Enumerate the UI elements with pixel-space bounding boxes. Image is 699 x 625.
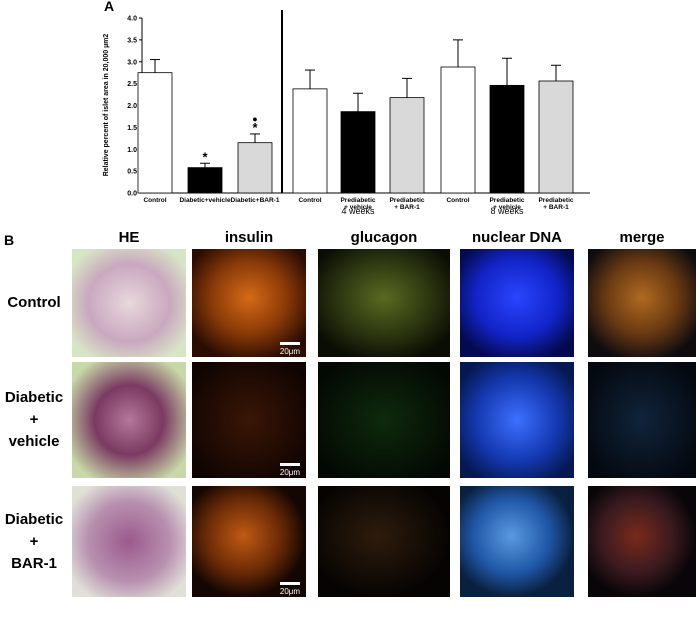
x-tick-label: Prediabetic + vehicle: [489, 197, 525, 211]
bar: [137, 72, 173, 194]
y-tick-label: 0.5: [127, 169, 137, 176]
y-tick-label: 2.5: [127, 81, 137, 88]
y-tick-label: 3.0: [127, 59, 137, 66]
column-header: HE: [118, 229, 140, 246]
micrograph: [192, 249, 306, 357]
y-tick-label: 3.5: [127, 37, 137, 44]
y-tick-label: 0.0: [127, 191, 137, 198]
bar: [440, 66, 476, 194]
row-header: Control: [7, 294, 61, 311]
y-tick-label: 1.0: [127, 147, 137, 154]
scale-bar: [280, 342, 300, 345]
x-tick-label: Control: [446, 197, 470, 204]
x-tick-label: Diabetic+vehicle: [179, 197, 231, 204]
x-tick-label: Prediabetic + BAR-1: [389, 197, 425, 211]
y-tick-label: 1.5: [127, 125, 137, 132]
bar: [187, 167, 223, 194]
bar: [237, 142, 273, 194]
y-tick-label: 4.0: [127, 16, 137, 23]
scale-bar-label: 20μm: [280, 587, 301, 596]
column-header: nuclear DNA: [471, 229, 563, 246]
micrograph: [588, 362, 696, 478]
annotation: *: [202, 149, 208, 164]
x-tick-label: Prediabetic + BAR-1: [538, 197, 574, 211]
micrograph: [72, 362, 186, 478]
column-header: insulin: [224, 229, 274, 246]
micrograph: [192, 486, 306, 597]
scale-bar-label: 20μm: [280, 468, 301, 477]
micrograph: [588, 486, 696, 597]
group-label: 4 weeks: [341, 206, 375, 216]
panel-label: B: [4, 232, 15, 248]
y-axis-label: Relative percent of islet area in 20,000…: [103, 34, 110, 177]
x-tick-label: Control: [298, 197, 322, 204]
micrograph: [318, 362, 450, 478]
x-tick-label: Control: [143, 197, 167, 204]
micrograph: [588, 249, 696, 357]
micrograph: [318, 249, 450, 357]
x-tick-label: Diabetic+BAR-1: [230, 197, 280, 204]
bar: [340, 111, 376, 194]
column-header: glucagon: [350, 229, 418, 246]
row-header: Diabetic + vehicle: [4, 389, 64, 450]
group-label: 8 weeks: [490, 206, 524, 216]
micrograph: [460, 249, 574, 357]
bar: [538, 80, 574, 194]
y-tick-label: 2.0: [127, 103, 137, 110]
bar: [292, 88, 328, 194]
micrograph: [192, 362, 306, 478]
scale-bar: [280, 582, 300, 585]
annotation: *: [252, 120, 258, 135]
scale-bar-label: 20μm: [280, 347, 301, 356]
row-header: Diabetic + BAR-1: [4, 510, 64, 572]
scale-bar: [280, 463, 300, 466]
column-header: merge: [619, 229, 665, 246]
bar: [489, 84, 525, 194]
micrograph: [72, 486, 186, 597]
panel-label: A: [104, 0, 115, 14]
micrograph: [318, 486, 450, 597]
micrograph: [72, 249, 186, 357]
bar: [389, 97, 425, 194]
x-tick-label: Prediabetic + vehicle: [340, 197, 376, 211]
micrograph: [460, 362, 574, 478]
micrograph: [460, 486, 574, 597]
annotation: ●: [252, 114, 257, 124]
